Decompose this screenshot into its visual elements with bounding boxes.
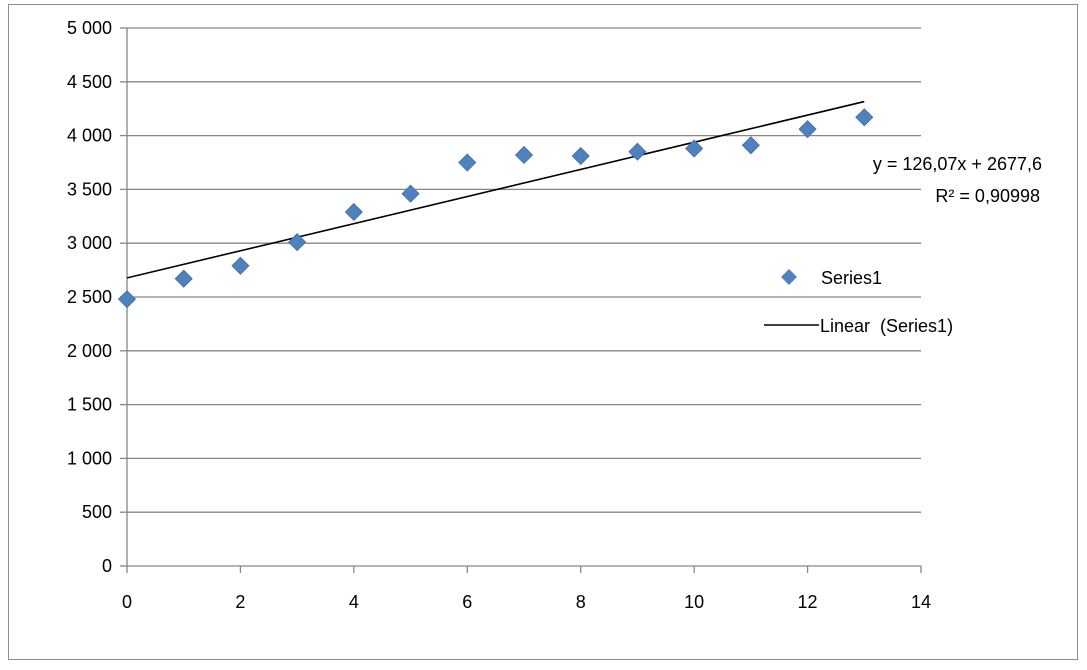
legend: Series1 Linear (Series1): [764, 268, 953, 336]
y-tick-label: 1 500: [67, 395, 112, 415]
x-tick-label: 14: [911, 592, 931, 612]
data-point: [685, 139, 704, 158]
y-tick-label: 2 500: [67, 287, 112, 307]
x-tick-label: 8: [576, 592, 586, 612]
trendline: [126, 100, 865, 279]
data-point: [401, 184, 420, 203]
y-tick-label: 1 000: [67, 448, 112, 468]
trendline-group: [126, 100, 865, 279]
data-point: [798, 120, 817, 139]
data-point: [458, 153, 477, 172]
trendline-r-squared: R² = 0,90998: [935, 186, 1040, 206]
y-tick-label: 3 500: [67, 179, 112, 199]
gridlines: [127, 27, 921, 513]
data-point: [344, 202, 363, 222]
data-point: [628, 142, 647, 161]
data-point: [514, 145, 534, 165]
data-point: [174, 269, 193, 288]
x-tick-label: 12: [798, 592, 818, 612]
x-tick-label: 0: [122, 592, 132, 612]
trendline-equation: y = 126,07x + 2677,6: [873, 154, 1042, 174]
y-tick-label: 4 500: [67, 72, 112, 92]
x-tick-label: 2: [235, 592, 245, 612]
legend-label-series1: Series1: [821, 268, 882, 288]
y-axis-tick-labels: 0 500 1 000 1 500 2 000 2 500 3 000 3 500 4 000 4…: [67, 18, 112, 576]
x-tick-label: 4: [349, 592, 359, 612]
data-point: [117, 290, 137, 309]
legend-label-linear: Linear (Series1): [820, 316, 953, 336]
legend-marker-series1: [781, 269, 797, 285]
axes: [120, 27, 922, 573]
data-point: [571, 146, 590, 166]
data-point: [231, 256, 250, 275]
y-tick-label: 4 000: [67, 126, 112, 146]
y-tick-label: 0: [102, 556, 112, 576]
y-tick-label: 2 000: [67, 341, 112, 361]
x-axis-tick-labels: 0 2 4 6 8 10 12 14: [122, 592, 931, 612]
chart-area: [8, 4, 1078, 660]
data-point: [288, 233, 307, 252]
data-point: [855, 108, 874, 127]
y-tick-label: 5 000: [67, 18, 112, 38]
y-tick-label: 500: [82, 502, 112, 522]
y-tick-label: 3 000: [67, 233, 112, 253]
data-point: [741, 136, 760, 155]
x-tick-label: 6: [462, 592, 472, 612]
x-tick-label: 10: [684, 592, 704, 612]
data-points: [117, 108, 874, 309]
